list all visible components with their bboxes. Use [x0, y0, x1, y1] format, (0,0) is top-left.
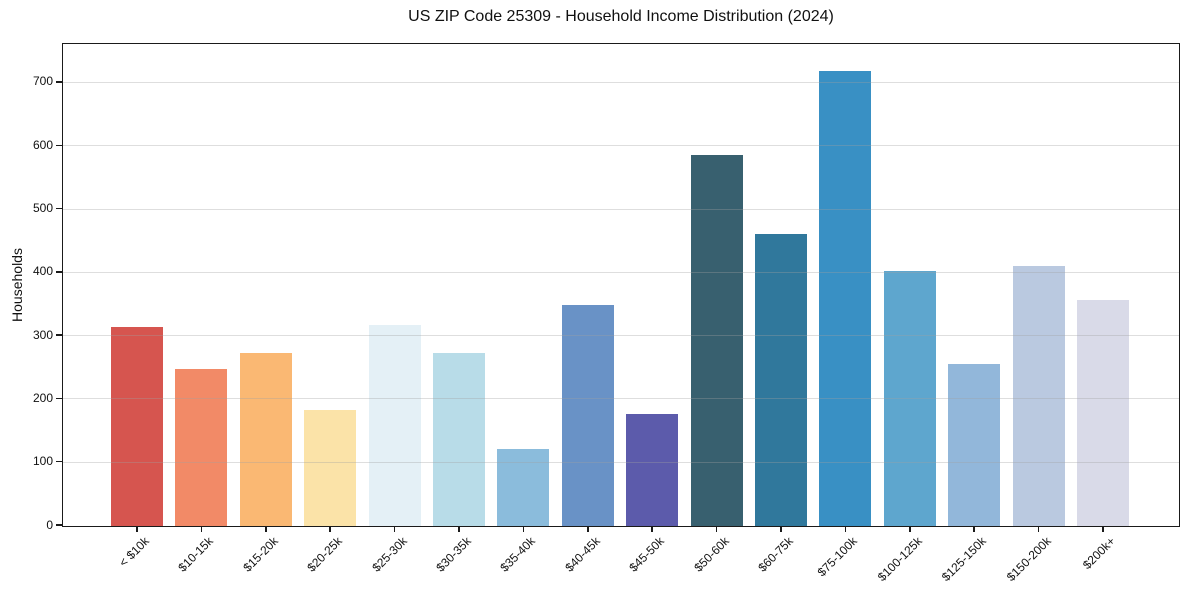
x-tick-label: $30-35k	[433, 534, 474, 575]
x-tick-mark	[973, 526, 975, 532]
x-tick-label: $60-75k	[755, 534, 796, 575]
y-tick-label: 600	[32, 137, 53, 152]
x-tick-label: $40-45k	[562, 534, 603, 575]
x-tick-label: < $10k	[116, 534, 152, 570]
x-tick-mark	[136, 526, 138, 532]
bar-$50-60k	[690, 155, 743, 526]
gridline-500	[63, 208, 1179, 210]
x-tick-label: $100-125k	[874, 534, 925, 585]
y-tick-label: 100	[32, 454, 53, 469]
y-tick-mark	[56, 334, 62, 336]
y-tick-label: 700	[32, 74, 53, 89]
x-tick-label: $200k+	[1079, 534, 1118, 572]
bar-$25-30k	[368, 324, 421, 526]
x-tick-mark	[844, 526, 847, 532]
x-tick-mark	[1037, 526, 1040, 532]
gridline-400	[63, 271, 1179, 273]
y-tick-mark	[56, 207, 62, 210]
y-tick-mark	[56, 271, 62, 273]
x-tick-label: $50-60k	[690, 534, 732, 575]
x-tick-mark	[715, 526, 718, 532]
x-tick-mark	[200, 526, 203, 532]
x-tick-mark	[909, 526, 911, 532]
bar-$30-35k	[433, 353, 485, 526]
bar-$45-50k	[626, 413, 679, 526]
gridline-100	[63, 461, 1179, 463]
bar-$35-40k	[497, 449, 550, 526]
y-tick-mark	[56, 460, 62, 463]
x-tick-label: $20-25k	[304, 534, 346, 575]
x-tick-mark	[1102, 526, 1104, 532]
bar-$75-100k	[819, 70, 872, 526]
gridline-700	[63, 81, 1179, 83]
y-tick-mark	[56, 81, 62, 83]
x-tick-label: $10-15k	[175, 534, 217, 575]
x-tick-mark	[587, 526, 589, 532]
gridline-200	[63, 398, 1179, 400]
x-tick-mark	[265, 526, 267, 532]
bar-$10-15k	[175, 369, 228, 526]
x-tick-label: $75-100k	[815, 534, 861, 580]
chart-title: US ZIP Code 25309 - Household Income Dis…	[408, 8, 834, 25]
y-tick-label: 400	[32, 264, 53, 279]
bar-$15-20k	[239, 352, 292, 526]
bar-< $10k	[111, 326, 163, 526]
x-tick-mark	[651, 526, 653, 532]
y-tick-mark	[56, 144, 62, 146]
x-tick-mark	[780, 526, 782, 532]
y-tick-mark	[56, 397, 62, 400]
y-tick-label: 0	[46, 517, 53, 532]
x-tick-mark	[458, 526, 460, 532]
y-tick-label: 200	[32, 390, 53, 405]
bar-$200k+	[1077, 300, 1129, 526]
x-tick-label: $15-20k	[240, 534, 281, 575]
x-tick-label: $45-50k	[626, 534, 668, 575]
x-tick-label: $25-30k	[368, 534, 410, 575]
bar-$20-25k	[304, 410, 357, 526]
bar-$125-150k	[948, 363, 1001, 526]
gridline-300	[63, 335, 1179, 337]
y-tick-label: 500	[32, 201, 53, 216]
x-tick-label: $35-40k	[497, 534, 539, 575]
x-tick-mark	[522, 526, 525, 532]
bar-$100-125k	[883, 270, 936, 526]
x-tick-mark	[329, 526, 331, 532]
bar-$60-75k	[755, 234, 807, 526]
x-tick-mark	[393, 526, 396, 532]
x-tick-label: $150-200k	[1003, 534, 1054, 585]
x-tick-label: $125-150k	[939, 534, 990, 585]
y-tick-label: 300	[32, 327, 53, 342]
bar-$150-200k	[1012, 265, 1065, 526]
bar-$40-45k	[561, 304, 614, 526]
gridline-600	[63, 145, 1179, 147]
plot-area: 0 100 200 300 400 500 600 700 < $10k $10-15k $15-2…	[33, 43, 1180, 584]
y-axis-label: Households	[9, 248, 25, 322]
y-tick-mark	[56, 524, 62, 526]
